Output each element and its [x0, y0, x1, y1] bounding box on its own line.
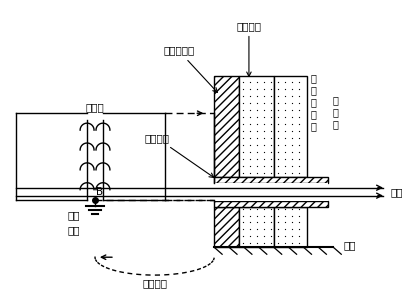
Text: 接地: 接地 — [68, 211, 80, 221]
Text: 木づくり: 木づくり — [236, 21, 261, 76]
Text: し: し — [310, 74, 315, 84]
Text: い: い — [310, 109, 315, 119]
Bar — [273, 76, 306, 177]
Text: 工事: 工事 — [68, 225, 80, 236]
Text: 変圧器: 変圧器 — [85, 102, 104, 112]
Text: っ: っ — [310, 85, 315, 95]
Bar — [214, 183, 328, 201]
Bar — [214, 201, 328, 207]
Text: 大地: 大地 — [342, 240, 355, 250]
Bar — [273, 207, 306, 247]
Bar — [214, 177, 328, 183]
Bar — [214, 76, 239, 177]
Text: 電線: 電線 — [390, 187, 403, 197]
Text: 属: 属 — [332, 107, 337, 117]
Text: 管: 管 — [332, 119, 337, 129]
Bar — [214, 207, 239, 247]
Text: く: く — [310, 97, 315, 107]
Text: メタルラス: メタルラス — [163, 46, 217, 92]
Bar — [239, 76, 273, 177]
Text: 金: 金 — [332, 95, 337, 105]
Text: 故障箇所: 故障箇所 — [144, 133, 213, 178]
Bar — [239, 207, 273, 247]
Text: B: B — [96, 187, 103, 197]
Text: 壁: 壁 — [310, 121, 315, 131]
Text: 漏れ電流: 漏れ電流 — [142, 278, 167, 288]
